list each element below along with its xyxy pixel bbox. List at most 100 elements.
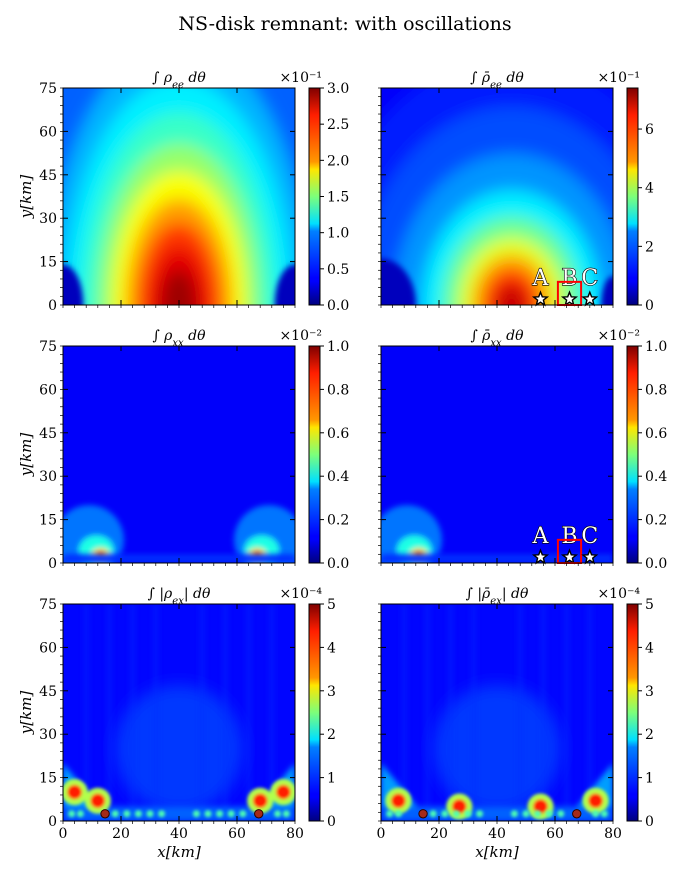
panel-title: ∫ ρxx dθ [152,328,206,349]
colorbar-tick-label: 0.0 [327,298,349,314]
colorbar-multiplier: ×10⁻¹ [279,70,322,86]
colorbar-multiplier: ×10⁻² [279,328,322,344]
colorbar [626,603,639,822]
marker-label-A: A [532,266,550,291]
colorbar-tick-label: 5 [645,597,654,613]
colorbar [308,87,321,306]
panels: ∫ ρee dθ01530456075y[km]0.00.51.01.52.02… [17,70,667,861]
panel-rhobar_xx: A B C ∫ ρ̄xx dθ 0.0 0.2 0.4 0.6 0.8 1.0 ×10⁻² [378,328,667,572]
x-axis-label: x[km] [475,843,519,861]
colorbar-tick-label: 0.4 [327,469,349,485]
y-axis-label: y[km] [17,691,35,736]
marker-label-B: B [561,524,577,549]
x-tick-label: 60 [228,826,246,842]
heatmap-image [381,604,613,821]
colorbar-tick-label: 3 [645,684,654,700]
x-tick-label: 80 [286,826,304,842]
colorbar-tick-label: 3.0 [327,81,349,97]
colorbar-tick-label: 2 [327,727,336,743]
y-tick-label: 15 [39,255,57,271]
colorbar-tick-label: 0 [645,298,654,314]
colorbar-tick-label: 1 [327,771,336,787]
y-tick-label: 30 [39,727,57,743]
x-tick-label: 40 [488,826,506,842]
y-tick-label: 0 [48,298,57,314]
marker-star-C [581,290,599,307]
y-tick-label: 75 [39,339,57,355]
panel-title: ∫ ρee dθ [152,70,206,91]
y-tick-label: 60 [39,124,57,140]
marker-star-C [581,548,599,565]
x-tick-label: 60 [546,826,564,842]
marker-label-A: A [532,524,550,549]
y-tick-label: 45 [39,684,57,700]
source-dot [572,809,582,819]
colorbar-tick-label: 1.0 [645,339,667,355]
colorbar-tick-label: 2 [645,239,654,255]
y-tick-label: 15 [39,513,57,529]
colorbar-tick-label: 5 [327,597,336,613]
y-tick-label: 0 [48,814,57,830]
y-tick-label: 0 [48,556,57,572]
panel-title: ∫ |ρex| dθ [148,586,211,607]
marker-label-C: C [581,266,598,291]
colorbar-tick-label: 0 [327,814,336,830]
heatmap-image [381,346,613,563]
x-tick-label: 80 [604,826,622,842]
colorbar-tick-label: 0.6 [645,426,667,442]
y-axis-label: y[km] [17,433,35,478]
colorbar-tick-label: 1 [645,771,654,787]
colorbar-tick-label: 0.0 [327,556,349,572]
colorbar-tick-label: 0.2 [327,513,349,529]
marker-star-B [560,548,579,565]
source-dot [254,809,264,819]
colorbar-tick-label: 3 [327,684,336,700]
colorbar-tick-label: 2.0 [327,153,349,169]
x-tick-label: 40 [170,826,188,842]
y-tick-label: 45 [39,426,57,442]
colorbar-tick-label: 1.5 [327,190,349,206]
x-tick-label: 0 [59,826,68,842]
colorbar-multiplier: ×10⁻⁴ [597,586,640,602]
colorbar-tick-label: 0 [645,814,654,830]
colorbar-tick-label: 0.4 [645,469,667,485]
panel-title: ∫ ρ̄ee dθ [470,70,524,91]
marker-star-A [531,290,550,307]
colorbar-multiplier: ×10⁻² [597,328,640,344]
colorbar-tick-label: 0.8 [327,382,349,398]
panel-rhobar_ex: ∫ |ρ̄ex| dθ 0 20 40 60 80 x[km] 0 1 2 3 4 5 ×10⁻⁴ [377,586,654,861]
colorbar-multiplier: ×10⁻⁴ [279,586,322,602]
x-axis-label: x[km] [157,843,201,861]
source-dot [418,809,428,819]
colorbar-tick-label: 0.5 [327,262,349,278]
y-tick-label: 75 [39,81,57,97]
heatmap-image [63,346,295,563]
colorbar-tick-label: 0.6 [327,426,349,442]
y-tick-label: 75 [39,597,57,613]
x-tick-label: 20 [112,826,130,842]
y-tick-label: 30 [39,211,57,227]
x-tick-label: 20 [430,826,448,842]
heatmap-image [63,88,295,305]
colorbar [626,87,639,306]
panel-rhobar_ee: A B C ∫ ρ̄ee dθ 0 2 4 6 ×10⁻¹ [378,70,654,314]
marker-star-B [560,290,579,307]
colorbar-tick-label: 4 [327,640,336,656]
colorbar-tick-label: 6 [645,122,654,138]
colorbar-tick-label: 0.8 [645,382,667,398]
panel-title: ∫ |ρ̄ex| dθ [466,586,529,607]
y-tick-label: 15 [39,771,57,787]
marker-star-A [531,548,550,565]
colorbar [308,603,321,822]
colorbar-tick-label: 2.5 [327,117,349,133]
y-tick-label: 60 [39,640,57,656]
source-dot [100,809,110,819]
heatmap-image [381,88,613,305]
colorbar-tick-label: 4 [645,181,654,197]
colorbar-tick-label: 4 [645,640,654,656]
figure-suptitle: NS-disk remnant: with oscillations [178,13,511,35]
marker-label-C: C [581,524,598,549]
colorbar-tick-label: 0.0 [645,556,667,572]
